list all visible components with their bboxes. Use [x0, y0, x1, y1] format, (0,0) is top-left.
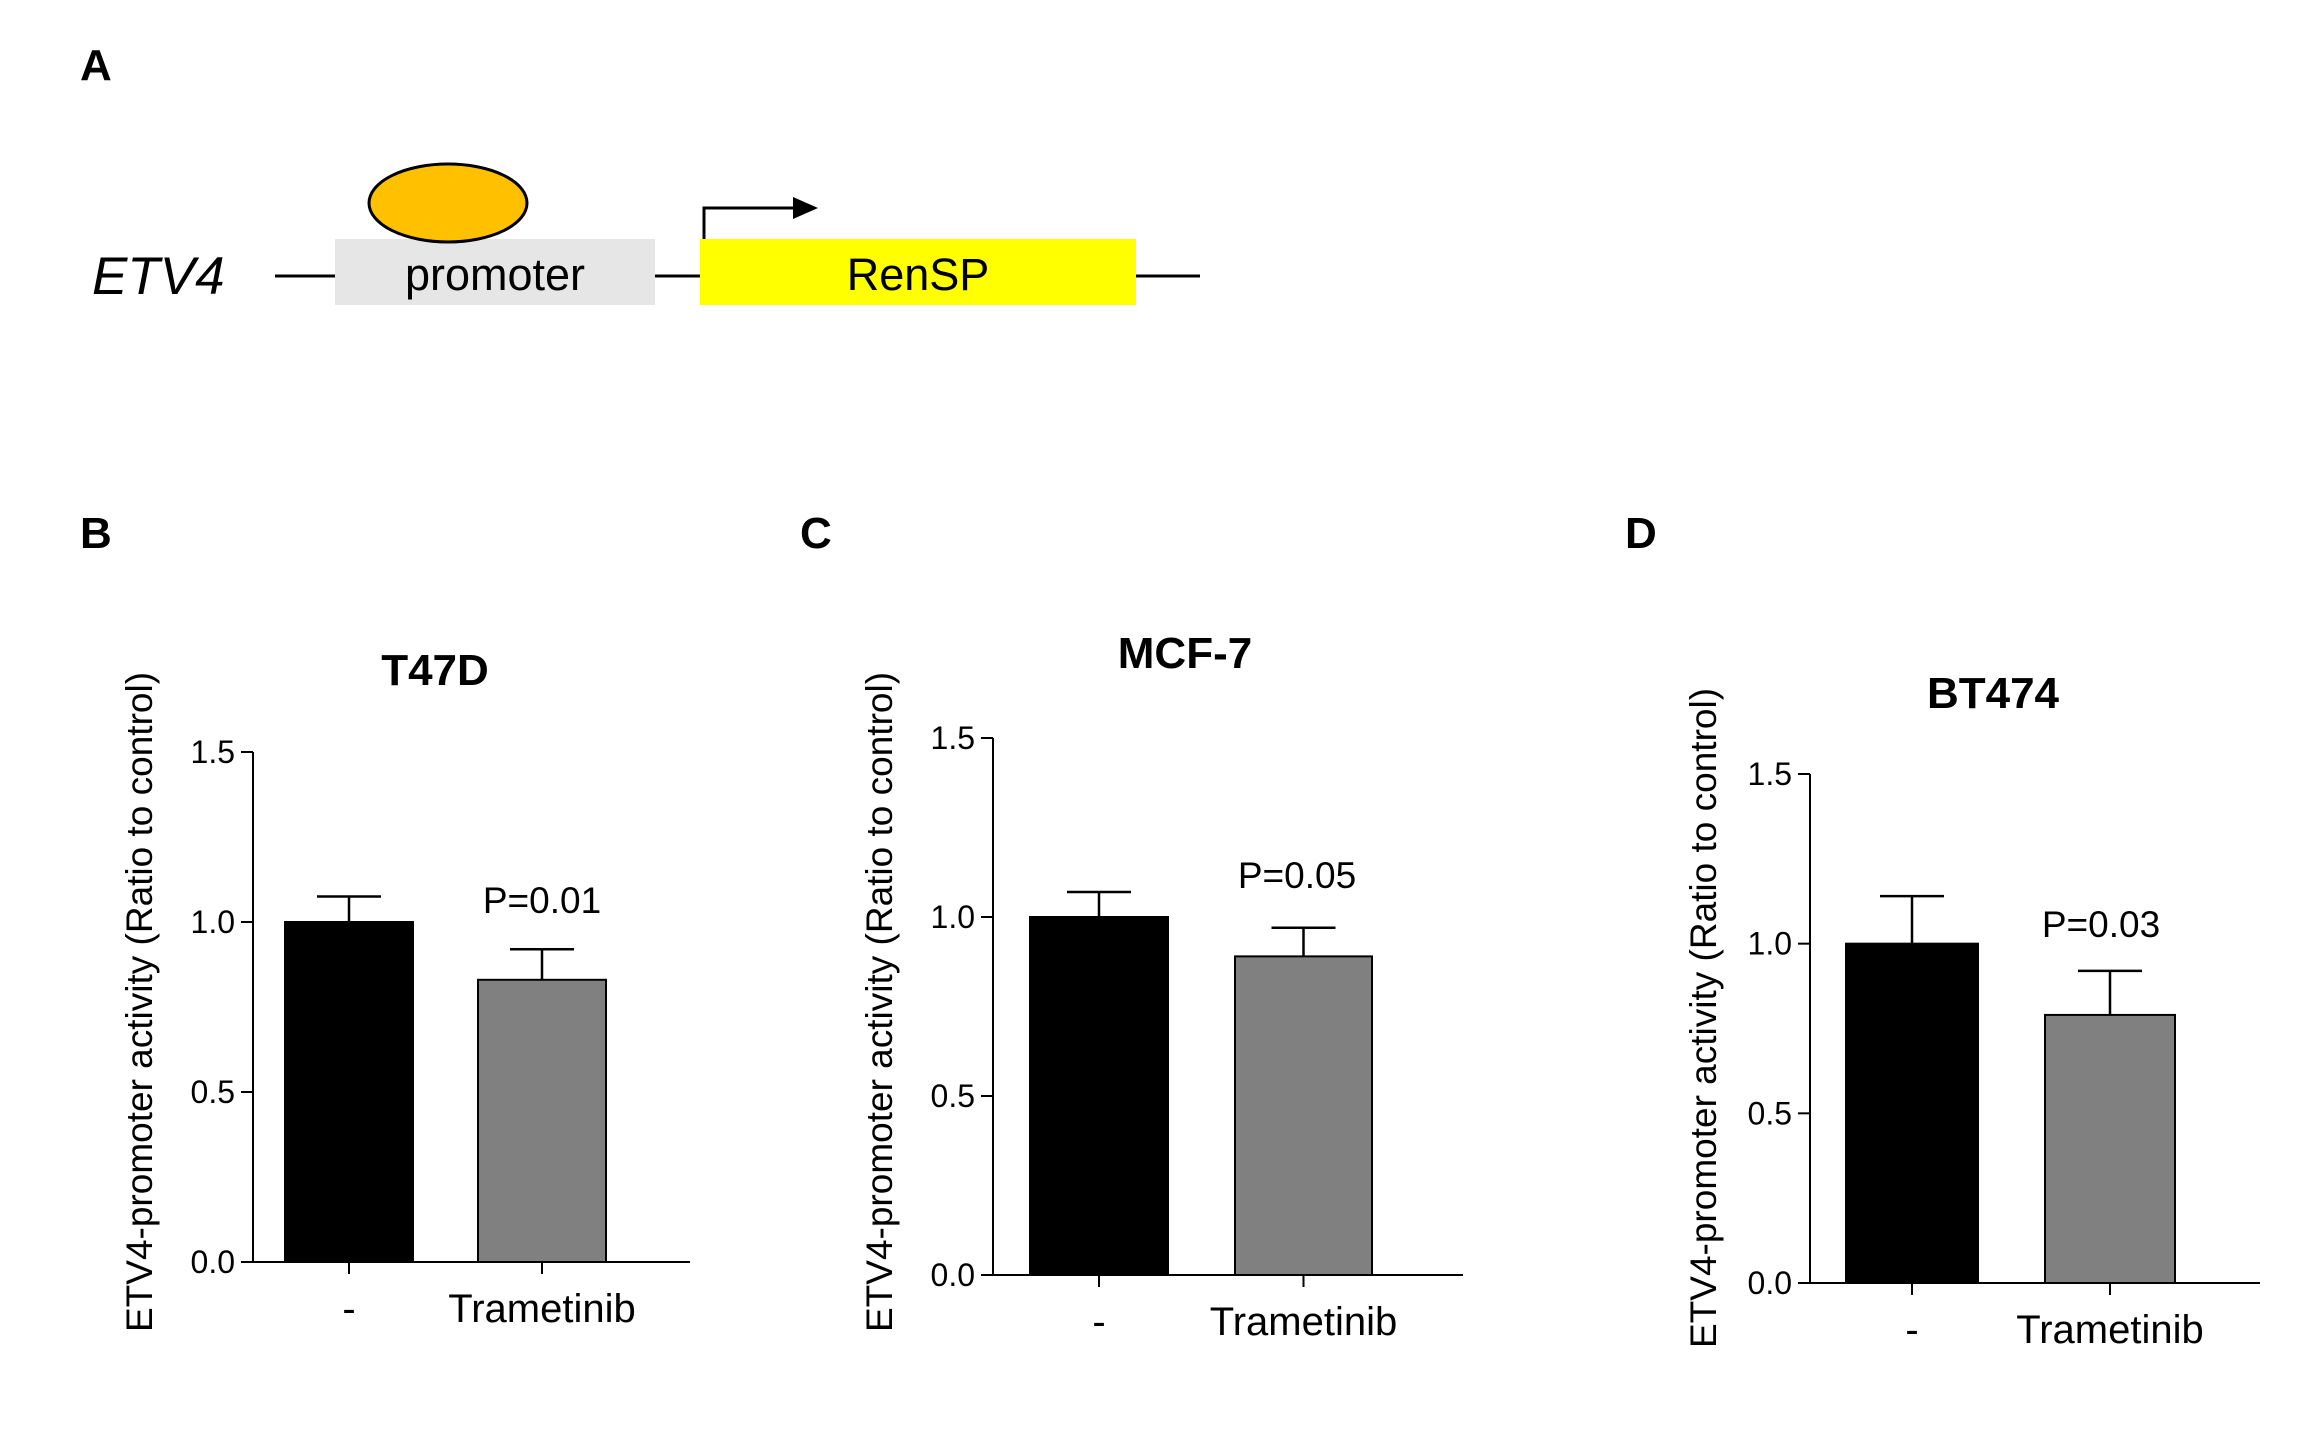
promoter-construct-diagram: ETV4 promoter RenSP [92, 162, 1200, 306]
x-category-label: Trametinib [2016, 1308, 2203, 1352]
panel-label-a: A [80, 41, 112, 90]
y-tick-label: 0.0 [1748, 1265, 1792, 1301]
chart-title: BT474 [1927, 669, 2060, 718]
p-value-annotation: P=0.05 [1238, 855, 1356, 896]
chart-title: T47D [381, 646, 489, 695]
y-axis-label: ETV4-promoter activity (Ratio to control… [1683, 688, 1724, 1348]
promoter-label: promoter [405, 249, 585, 300]
y-tick-label: 1.0 [191, 904, 235, 940]
y-tick-label: 0.5 [931, 1078, 975, 1114]
chart-mcf7: MCF-7 ETV4-promoter activity (Ratio to c… [859, 629, 1463, 1344]
x-category-label: - [1905, 1308, 1918, 1352]
p-value-annotation: P=0.01 [483, 880, 601, 921]
y-tick-label: 1.5 [1748, 756, 1792, 792]
x-category-label: Trametinib [448, 1287, 635, 1331]
bar-trametinib [477, 978, 607, 1263]
panel-label-c: C [800, 509, 832, 558]
bar-control [284, 921, 414, 1263]
y-axis-label: ETV4-promoter activity (Ratio to control… [119, 672, 160, 1332]
x-category-label: - [1092, 1300, 1105, 1344]
reporter-label: RenSP [847, 249, 990, 300]
panel-label-d: D [1625, 509, 1657, 558]
x-category-label: Trametinib [1210, 1300, 1397, 1344]
y-tick-label: 0.0 [191, 1244, 235, 1280]
chart-bt474: BT474 ETV4-promoter activity (Ratio to c… [1683, 669, 2260, 1352]
x-category-label: - [342, 1287, 355, 1331]
bar-control [1029, 916, 1169, 1276]
bar-trametinib [1234, 955, 1373, 1276]
chart-t47d: T47D ETV4-promoter activity (Ratio to co… [119, 646, 690, 1332]
promoter-box [335, 239, 655, 305]
transcription-start-arrow-icon [702, 197, 818, 239]
y-tick-label: 0.5 [191, 1074, 235, 1110]
gene-label: ETV4 [92, 247, 225, 306]
chart-title: MCF-7 [1118, 629, 1252, 678]
p-value-annotation: P=0.03 [2042, 904, 2160, 945]
y-tick-label: 0.5 [1748, 1095, 1792, 1131]
panel-label-b: B [80, 509, 112, 558]
bar-trametinib [2044, 1013, 2176, 1285]
y-tick-label: 1.0 [931, 899, 975, 935]
reporter-box [700, 239, 1136, 305]
y-tick-label: 1.0 [1748, 926, 1792, 962]
y-tick-label: 0.0 [931, 1257, 975, 1293]
y-tick-label: 1.5 [191, 734, 235, 770]
transcription-factor-ellipse [367, 162, 529, 244]
bar-control [1845, 942, 1979, 1285]
y-axis-label: ETV4-promoter activity (Ratio to control… [859, 672, 900, 1332]
y-tick-label: 1.5 [931, 720, 975, 756]
